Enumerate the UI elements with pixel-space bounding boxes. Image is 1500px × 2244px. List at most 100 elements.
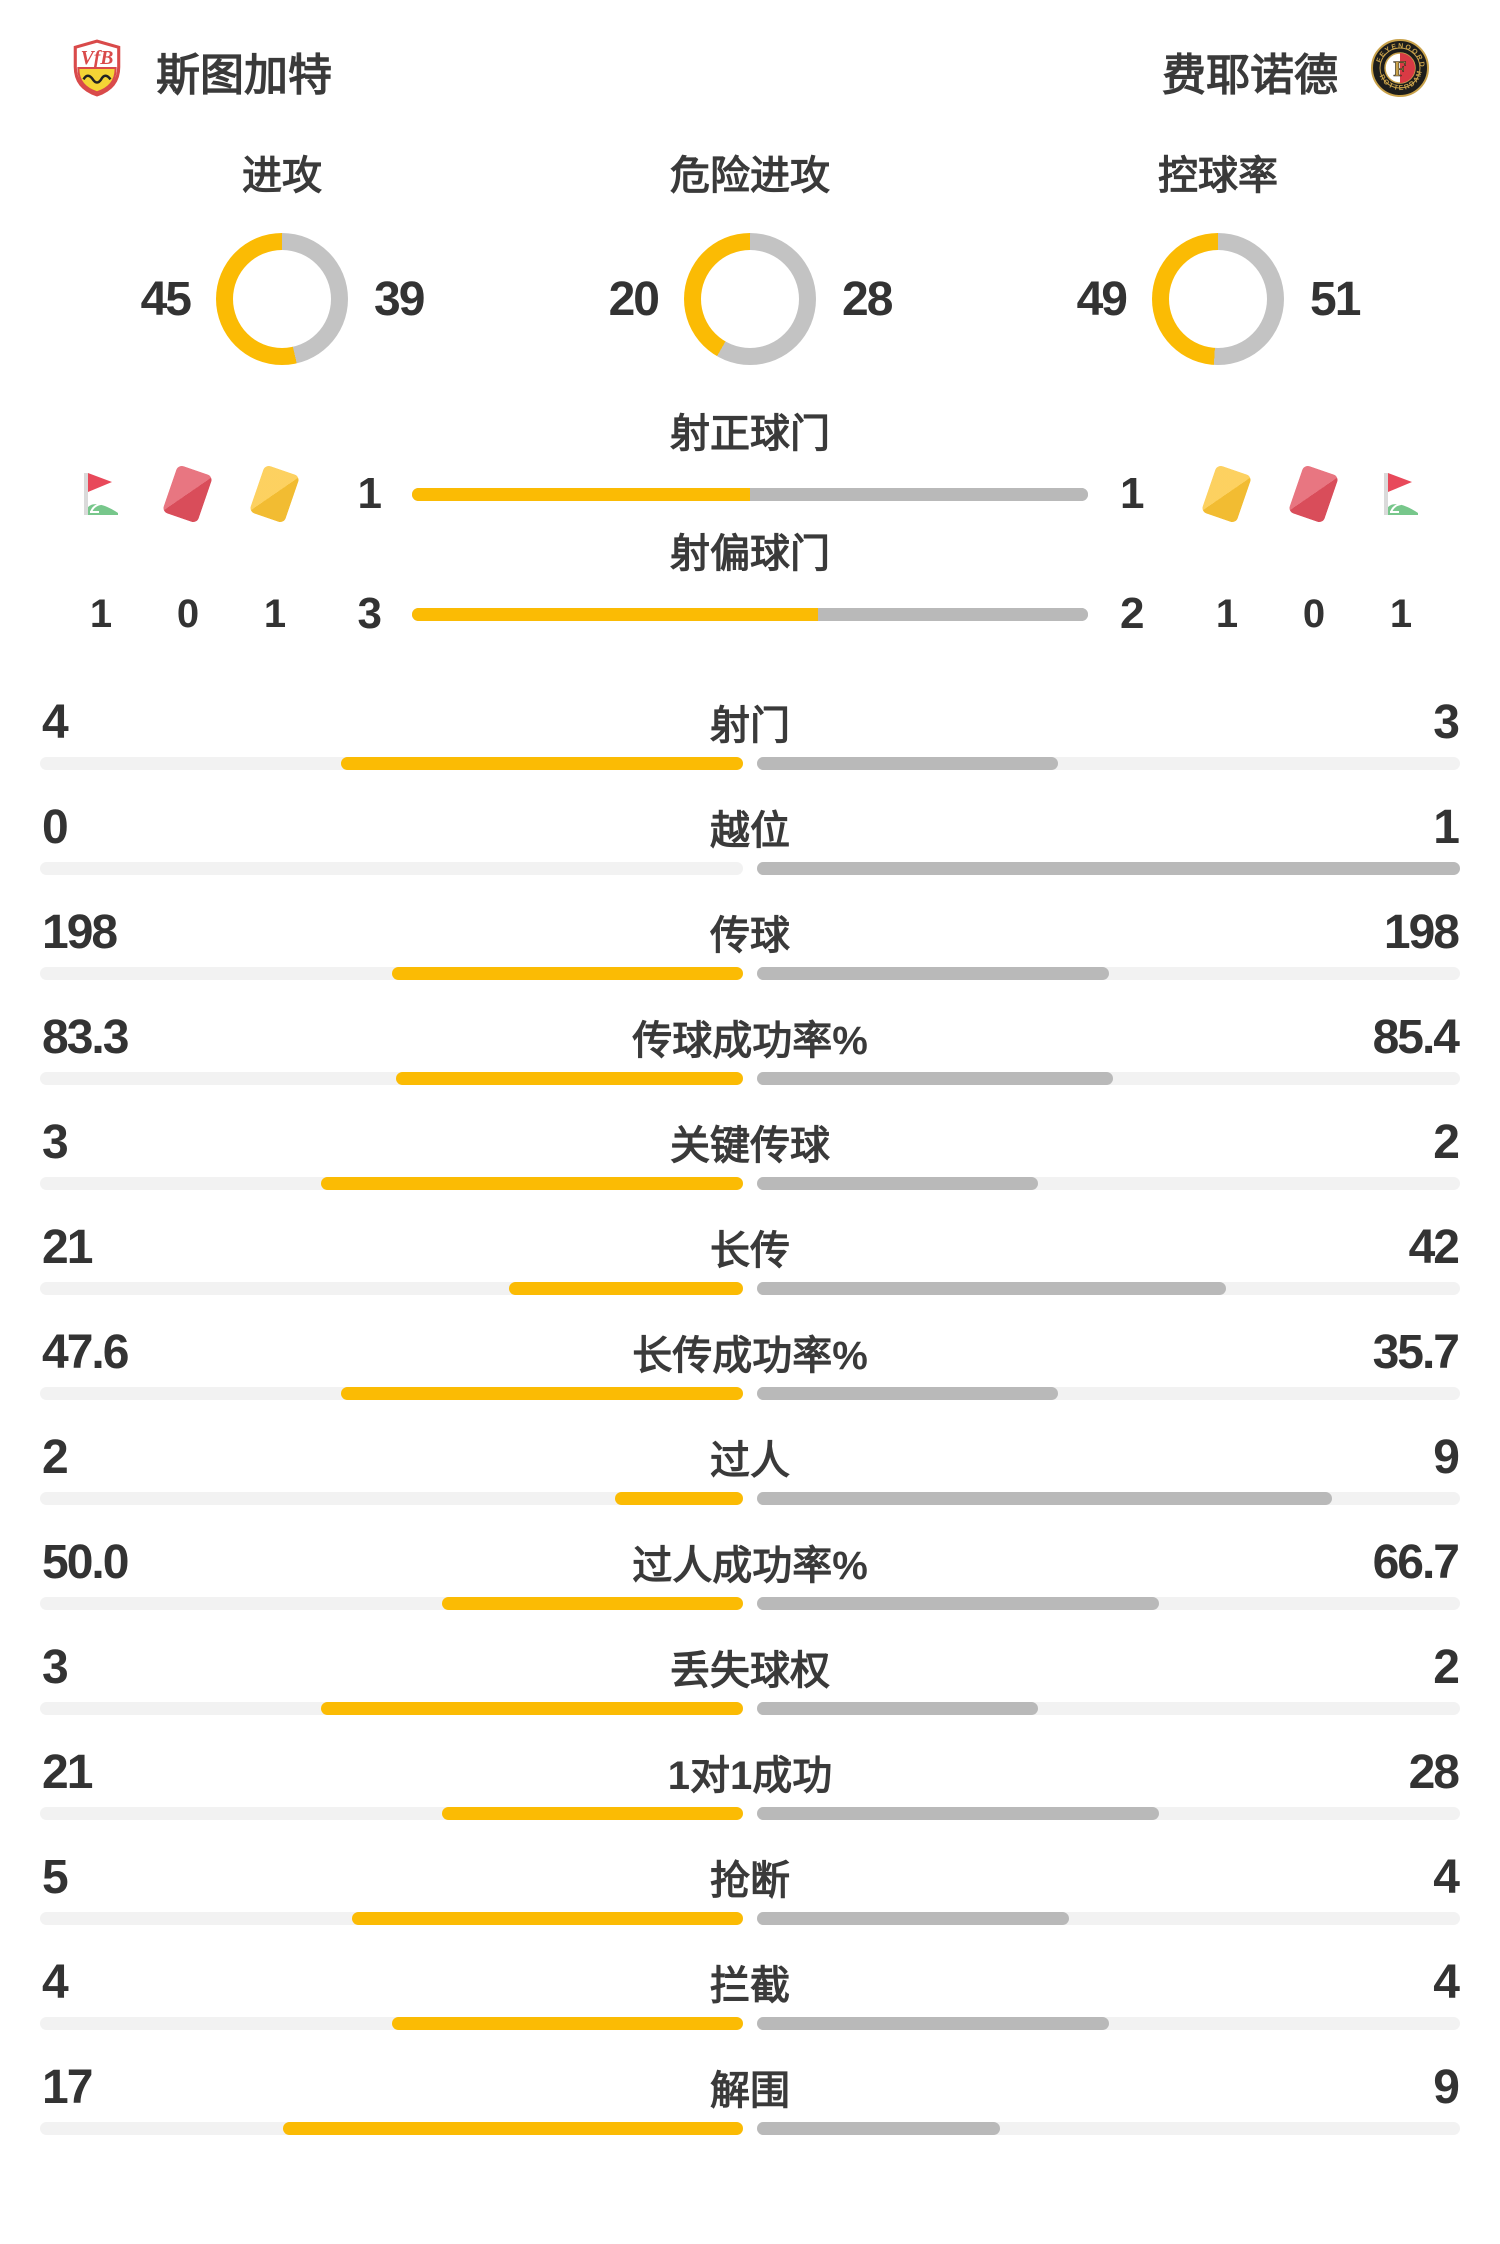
home-bar-track [40, 1597, 743, 1610]
home-team-logo: VfB [70, 38, 124, 103]
home-stat-value: 83.3 [42, 1010, 129, 1064]
away-donut-value: 28 [842, 272, 893, 326]
home-bar-track [40, 1492, 743, 1505]
stat-row: 50.0 过人成功率% 66.7 [0, 1517, 1500, 1622]
home-stat-value: 17 [42, 2060, 93, 2114]
home-shots-on-target: 1 [357, 469, 382, 518]
stat-row: 4 拦截 4 [0, 1937, 1500, 2042]
stat-row: 3 关键传球 2 [0, 1097, 1500, 1202]
home-bar-fill [352, 1912, 743, 1925]
away-stat-value: 3 [1433, 695, 1460, 749]
home-donut-value: 45 [140, 272, 192, 326]
corner-flag-icon [1372, 468, 1428, 520]
donut-group-attacks: 进攻 45 39 [96, 143, 468, 365]
home-discipline-counts: 1 0 1 [72, 592, 302, 637]
home-stat-value: 3 [42, 1115, 69, 1169]
home-stat-value: 21 [42, 1220, 93, 1274]
home-donut-value: 20 [608, 272, 660, 326]
away-bar-track [757, 1807, 1460, 1820]
away-donut-value: 39 [374, 272, 425, 326]
shots-discipline-section: 射正球门 1 1 [0, 411, 1500, 651]
away-corners-count: 1 [1389, 591, 1412, 636]
donut-title: 危险进攻 [670, 154, 830, 198]
away-bar-fill [757, 967, 1109, 980]
away-bar-track [757, 2122, 1460, 2135]
home-team[interactable]: VfB 斯图加特 [70, 38, 332, 103]
overview-donuts: 进攻 45 39 危险进攻 20 28 控球率 49 51 [0, 103, 1500, 365]
stat-label: 越位 [710, 809, 790, 853]
away-stat-value: 9 [1433, 1430, 1460, 1484]
away-bar-track [757, 967, 1460, 980]
stat-label: 过人 [710, 1439, 790, 1483]
away-bar-fill [757, 2017, 1109, 2030]
away-bar-fill [757, 1177, 1039, 1190]
stat-label: 丢失球权 [670, 1649, 830, 1693]
home-stat-value: 21 [42, 1745, 93, 1799]
home-bar-track [40, 1177, 743, 1190]
home-yellow-cards-count: 1 [263, 591, 286, 636]
home-bar-track [40, 2017, 743, 2030]
away-team[interactable]: 费耶诺德 FEYENOORD ROTTERDAM F [1162, 38, 1430, 103]
home-bar-track [40, 757, 743, 770]
away-bar-track [757, 1702, 1460, 1715]
home-bar-track [40, 967, 743, 980]
home-bar-fill [441, 1807, 743, 1820]
donut-group-dangerous-attacks: 危险进攻 20 28 [564, 143, 936, 365]
home-stat-value: 3 [42, 1640, 69, 1694]
home-bar-fill [321, 1177, 743, 1190]
away-stat-value: 66.7 [1372, 1535, 1460, 1589]
stat-row: 3 丢失球权 2 [0, 1622, 1500, 1727]
donut-title: 进攻 [242, 154, 322, 198]
possession-donut-chart [1152, 233, 1284, 365]
away-stat-value: 35.7 [1372, 1325, 1460, 1379]
away-stat-value: 4 [1433, 1955, 1460, 2009]
away-bar-track [757, 1492, 1460, 1505]
home-bar-fill [321, 1702, 743, 1715]
away-shots-off-target: 2 [1120, 589, 1144, 638]
away-bar-track [757, 1597, 1460, 1610]
away-bar-track [757, 1177, 1460, 1190]
stat-row: 21 1对1成功 28 [0, 1727, 1500, 1832]
red-card-icon [1285, 464, 1341, 524]
home-bar-fill [341, 1387, 743, 1400]
away-team-logo: FEYENOORD ROTTERDAM F [1370, 38, 1430, 103]
away-bar-fill [757, 1492, 1333, 1505]
yellow-card-icon [1198, 464, 1254, 524]
corner-flag-icon [72, 468, 128, 520]
away-team-name: 费耶诺德 [1162, 50, 1338, 100]
away-bar-fill [757, 1387, 1059, 1400]
stat-label: 传球 [710, 914, 790, 958]
away-donut-value: 51 [1310, 272, 1361, 326]
away-stat-value: 198 [1383, 905, 1460, 959]
stat-label: 拦截 [710, 1964, 790, 2008]
home-red-cards-count: 0 [176, 591, 199, 636]
stat-row: 198 传球 198 [0, 887, 1500, 992]
home-bar-track [40, 1702, 743, 1715]
home-discipline-icons [72, 464, 302, 524]
away-bar-fill [757, 1597, 1159, 1610]
shots-on-target-bar [412, 487, 1088, 501]
away-bar-track [757, 1912, 1460, 1925]
home-bar-track [40, 1807, 743, 1820]
stat-label: 长传成功率% [632, 1334, 868, 1378]
stat-label: 长传 [710, 1229, 790, 1273]
match-header: VfB 斯图加特 费耶诺德 FEYENOORD ROTTERDAM F [0, 0, 1500, 103]
home-stat-value: 198 [42, 905, 118, 959]
away-stat-value: 1 [1433, 800, 1460, 854]
home-stat-value: 47.6 [42, 1325, 129, 1379]
stats-list: 4 射门 3 0 越位 1 198 [0, 677, 1500, 2147]
away-yellow-cards-count: 1 [1215, 591, 1238, 636]
away-discipline-counts: 1 0 1 [1198, 592, 1428, 637]
shots-on-target-label: 射正球门 [670, 412, 830, 456]
home-bar-fill [391, 2017, 743, 2030]
home-donut-value: 49 [1076, 272, 1128, 326]
away-bar-track [757, 862, 1460, 875]
away-bar-fill [757, 1282, 1226, 1295]
away-bar-fill [817, 607, 1088, 621]
away-bar-track [757, 757, 1460, 770]
attacks-donut-chart [216, 233, 348, 365]
home-bar-fill [412, 487, 750, 501]
stat-row: 47.6 长传成功率% 35.7 [0, 1307, 1500, 1412]
red-card-icon [159, 464, 215, 524]
away-discipline-icons [1198, 464, 1428, 524]
